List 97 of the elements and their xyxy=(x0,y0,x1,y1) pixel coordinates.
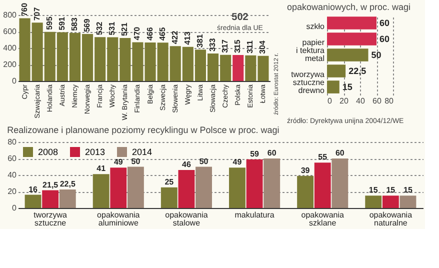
data-label: 60 xyxy=(335,148,345,158)
data-label: 22,5 xyxy=(60,179,76,188)
data-label: 25 xyxy=(164,177,174,186)
data-label: 531 xyxy=(108,21,117,36)
bar xyxy=(327,32,376,46)
x-tick-label: 80 xyxy=(384,96,394,106)
data-label: 50 xyxy=(131,156,141,166)
bar xyxy=(332,158,348,208)
bar xyxy=(110,168,127,208)
data-label: 60 xyxy=(267,148,277,158)
data-label: 333 xyxy=(208,38,218,52)
bar xyxy=(382,196,399,208)
bar xyxy=(400,196,416,208)
bar xyxy=(196,166,212,208)
annotation: 502 xyxy=(232,12,249,23)
data-label: 50 xyxy=(371,50,382,60)
bar xyxy=(127,166,144,208)
y-tick-label: drewno xyxy=(298,86,326,95)
y-tick-label: 400 xyxy=(3,44,18,52)
chart-title: Realizowane i planowane poziomy recyklingu w Polsce w proc. wagi xyxy=(7,125,280,135)
x-tick-label: 60 xyxy=(372,96,382,106)
x-tick-label: opakowania szklane xyxy=(301,210,344,228)
data-label: 15 xyxy=(404,186,413,195)
bar xyxy=(297,176,314,208)
y-tick-label: 60 xyxy=(8,154,18,163)
data-label: 591 xyxy=(57,16,66,30)
bar xyxy=(24,194,42,208)
y-tick-label: 200 xyxy=(3,60,18,69)
y-tick-label: 80 xyxy=(8,138,18,146)
x-tick-label: opakowania stalowe xyxy=(165,210,208,228)
x-tick-label: opakowania naturalne xyxy=(369,210,413,228)
data-label: 49 xyxy=(232,158,242,167)
data-label: 50 xyxy=(199,156,209,166)
y-tick-label: szkło xyxy=(306,22,326,31)
data-label: 311 xyxy=(246,40,255,54)
bar xyxy=(92,174,110,208)
data-label: 583 xyxy=(70,17,79,31)
data-label: 60 xyxy=(380,18,390,28)
x-tick-label: makulatura xyxy=(234,210,275,220)
x-tick-label: tworzywa sztuczne xyxy=(34,210,68,228)
bar xyxy=(246,159,263,208)
x-tick-label: 20 xyxy=(340,96,349,106)
bar xyxy=(42,190,59,208)
bar xyxy=(264,158,280,208)
data-label: 521 xyxy=(120,22,130,36)
bar xyxy=(327,48,368,62)
x-tick-label: opakowania aluminiowe xyxy=(97,210,140,228)
data-label: 707 xyxy=(32,6,42,21)
bar xyxy=(160,187,178,208)
data-label: 470 xyxy=(132,26,142,40)
bar xyxy=(178,170,195,208)
y-tick-label: 40 xyxy=(8,170,18,180)
bar xyxy=(327,16,376,30)
data-label: 466 xyxy=(145,26,154,41)
data-label: 41 xyxy=(96,164,106,174)
data-label: 22,5 xyxy=(348,66,366,76)
data-label: 60 xyxy=(380,34,390,44)
data-label: 317 xyxy=(220,38,230,53)
data-label: 39 xyxy=(300,166,310,175)
legend-label: 2008 xyxy=(38,147,58,157)
chart-title: opakowaniowych, w proc. wagi xyxy=(287,2,411,12)
data-label: 15 xyxy=(368,186,378,195)
data-label: 381 xyxy=(195,34,204,48)
data-label: 595 xyxy=(44,16,54,30)
data-label: 16 xyxy=(28,184,38,194)
data-label: 49 xyxy=(114,158,124,167)
x-tick-label: 40 xyxy=(356,96,366,106)
bar xyxy=(327,64,346,78)
y-tick-label: 0 xyxy=(12,204,18,212)
data-label: 21,5 xyxy=(42,180,59,190)
y-tick-label: metal xyxy=(304,54,325,63)
bar xyxy=(327,80,340,94)
data-label: 55 xyxy=(318,152,328,162)
data-label: 760 xyxy=(20,2,29,16)
bar xyxy=(59,189,76,208)
bar xyxy=(314,162,331,208)
y-tick-label: 600 xyxy=(3,27,18,36)
data-label: 15 xyxy=(342,82,352,92)
bar xyxy=(365,196,382,208)
legend-label: 2013 xyxy=(85,147,106,157)
data-label: 15 xyxy=(386,186,396,195)
data-label: 59 xyxy=(250,149,260,158)
data-label: 422 xyxy=(170,30,180,44)
data-label: 315 xyxy=(233,39,242,54)
data-label: 569 xyxy=(82,18,92,32)
data-label: 304 xyxy=(258,40,268,54)
x-tick-label: 0 xyxy=(328,96,332,106)
data-label: 465 xyxy=(158,26,167,41)
data-label: 413 xyxy=(182,31,192,45)
data-label: 532 xyxy=(95,21,104,36)
bar xyxy=(229,168,246,208)
y-tick-label: 800 xyxy=(3,10,18,20)
data-label: 46 xyxy=(182,160,192,170)
legend-label: 2014 xyxy=(132,147,152,157)
y-tick-label: 20 xyxy=(8,187,18,196)
bar xyxy=(232,55,244,81)
y-tick-label: 0 xyxy=(12,76,18,86)
